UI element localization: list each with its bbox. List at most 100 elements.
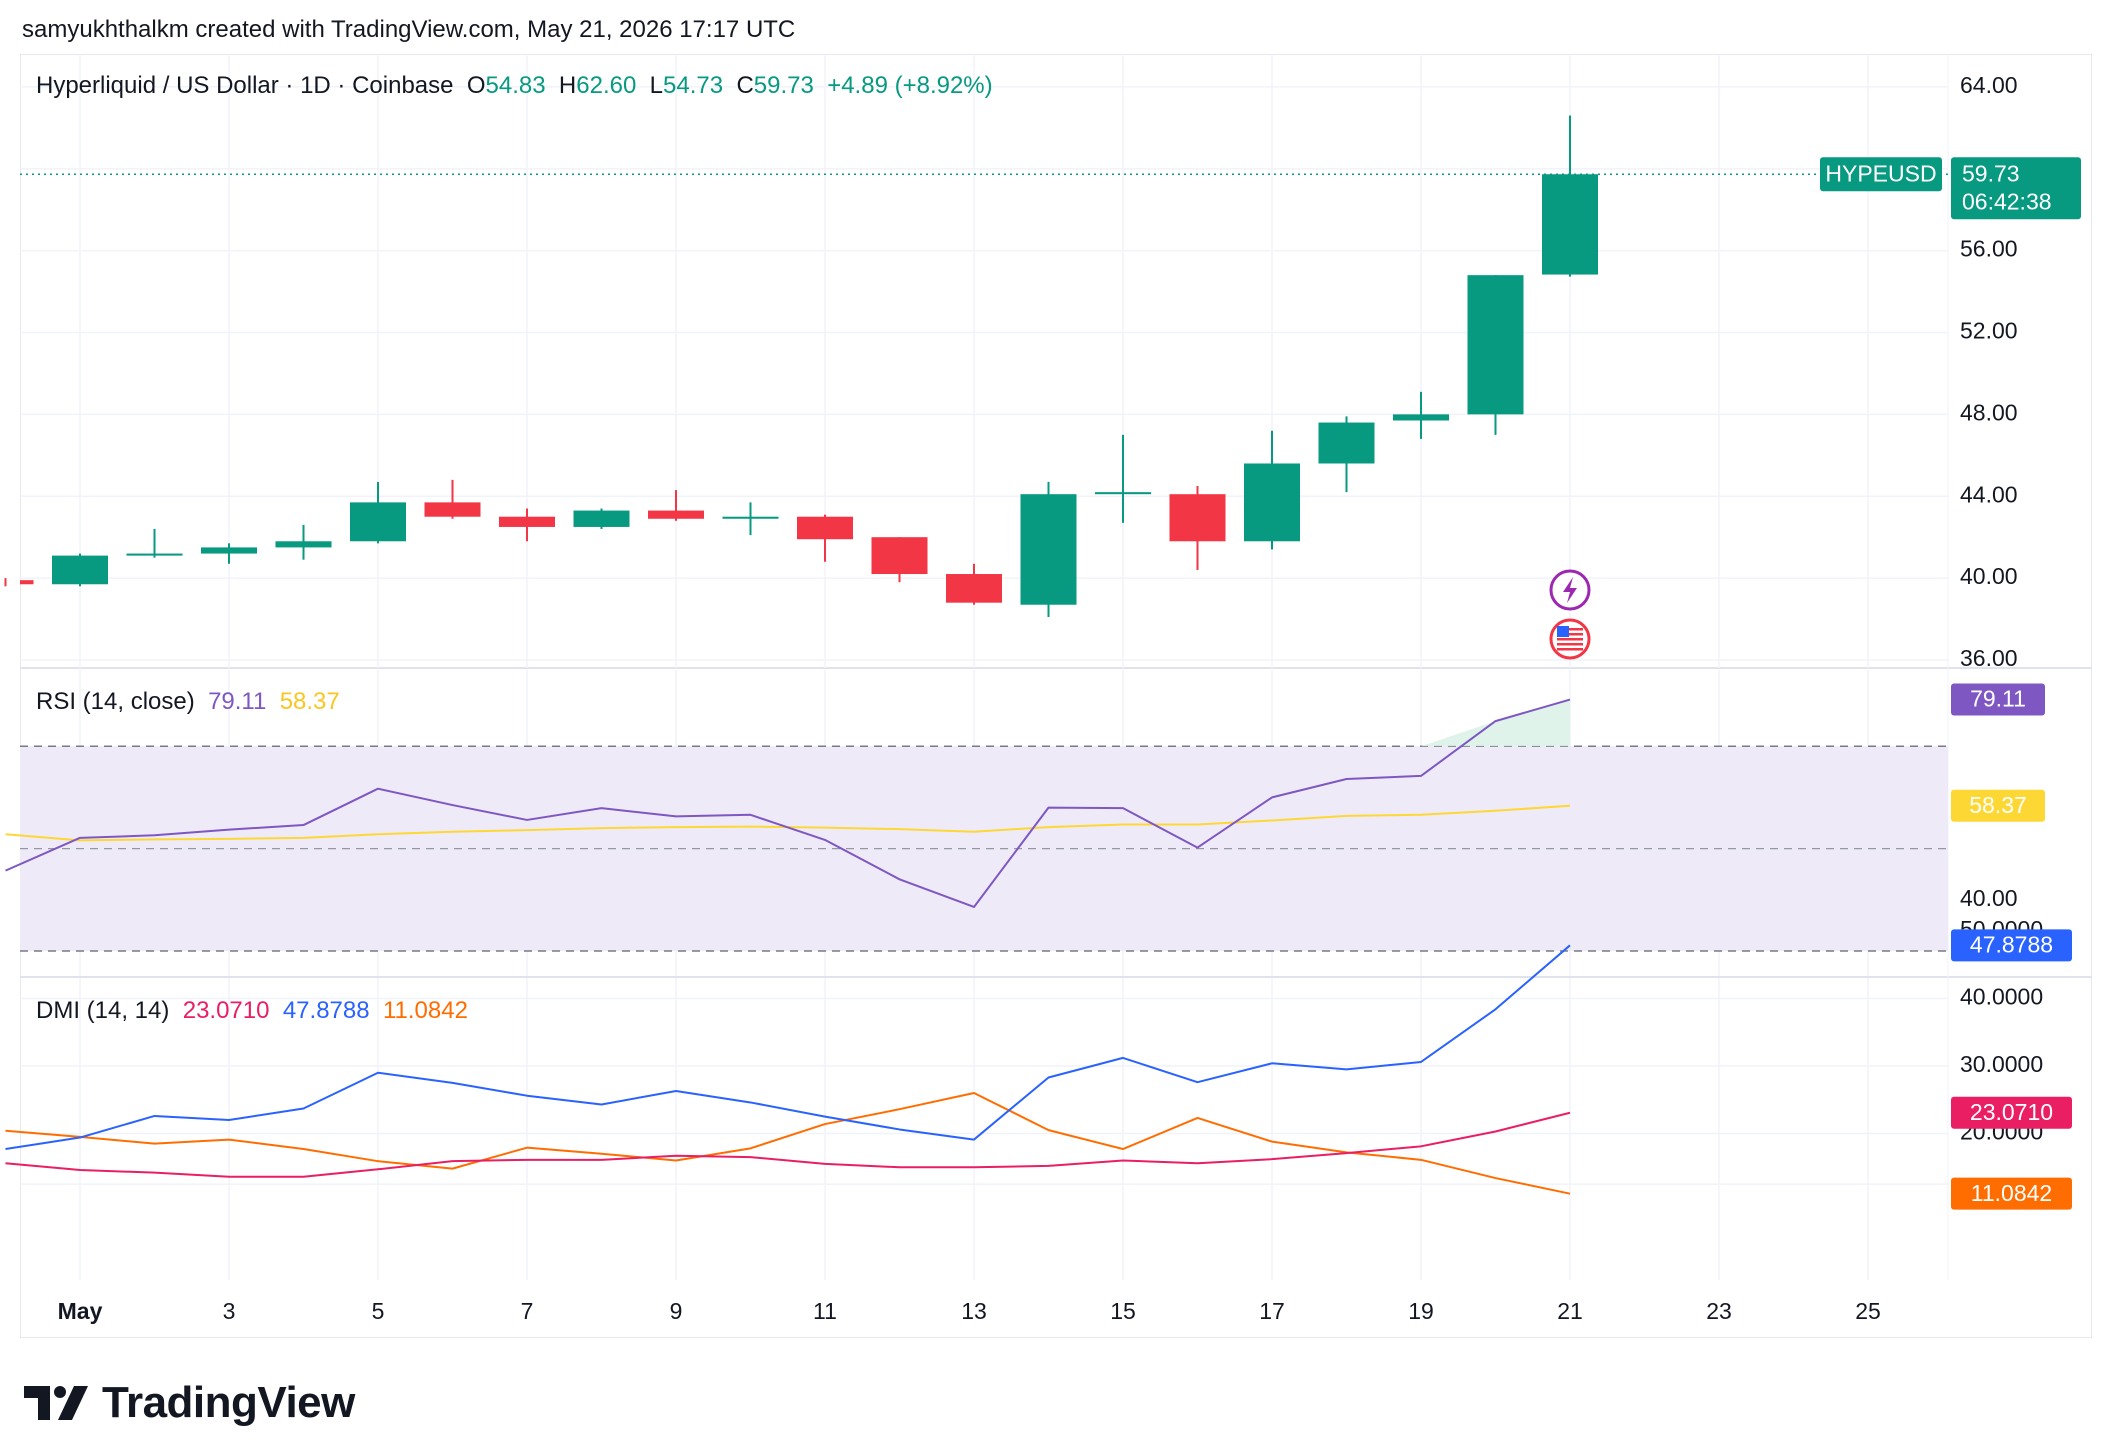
candle-body	[1169, 494, 1226, 542]
lightning-event-icon	[1549, 569, 1591, 611]
rsi-axis-label: 40.00	[1960, 885, 2018, 911]
plus-di-value: 47.8788	[282, 997, 370, 1024]
candle	[722, 502, 779, 536]
rsi-value-tag: 79.11	[1951, 683, 2045, 716]
candle-body	[20, 580, 34, 585]
dmi-legend[interactable]: DMI (14, 14) 23.0710 47.8788 11.0842	[36, 997, 468, 1025]
x-axis-label: 19	[1408, 1298, 1434, 1324]
candle-body	[126, 553, 183, 556]
symbol-description[interactable]: Hyperliquid / US Dollar · 1D · Coinbase	[36, 72, 454, 99]
candle	[1244, 430, 1300, 550]
symbol-tag-text: HYPEUSD	[1825, 160, 1936, 186]
snapshot-header: samyukhthalkm created with TradingView.c…	[22, 16, 796, 43]
price-tag-countdown: 06:42:38	[1962, 188, 2052, 214]
price-axis-label: 56.00	[1960, 236, 2018, 262]
close-label: C	[736, 72, 754, 99]
candle	[499, 508, 555, 542]
x-axis-label: 3	[223, 1298, 236, 1324]
series-layer	[4, 115, 1948, 1195]
rsi-line	[5, 698, 1571, 908]
candle-body	[1318, 422, 1375, 464]
dmi-axis-label: 30.0000	[1960, 1051, 2043, 1077]
candle	[201, 543, 257, 564]
flag-stripe	[1557, 638, 1583, 641]
candle	[4, 578, 34, 587]
candle-body	[52, 555, 108, 585]
lightning-icon-bolt	[1563, 577, 1577, 603]
candle-body	[275, 541, 332, 548]
high-label: H	[558, 72, 577, 99]
rsi-ma-value-tag: 58.37	[1951, 789, 2045, 822]
price-axis-label: 40.00	[1960, 563, 2018, 589]
rsi-title[interactable]: RSI (14, close)	[36, 688, 195, 715]
candle	[275, 524, 332, 560]
candle	[648, 490, 704, 521]
dmi-minus-line	[5, 1092, 1571, 1195]
candle	[1393, 391, 1449, 439]
rsi-ma-value-tag-text: 58.37	[1969, 792, 2027, 818]
tradingview-logo[interactable]: TradingView	[24, 1378, 355, 1428]
minus-di-value-tag-bg	[1951, 1177, 2072, 1210]
candle	[1467, 275, 1524, 435]
candle-body	[1393, 414, 1449, 421]
x-axis-label: 23	[1706, 1298, 1732, 1324]
plus-di-value-tag-text: 47.8788	[1970, 931, 2053, 957]
x-axis-label: 11	[813, 1298, 837, 1324]
price-axis-label: 48.00	[1960, 399, 2018, 425]
adx-value-tag-text: 23.0710	[1970, 1099, 2053, 1125]
rsi-ma-value: 58.37	[279, 688, 340, 715]
adx-value-tag-bg	[1951, 1096, 2072, 1129]
dmi-adx-line	[5, 1111, 1571, 1178]
price-tag-bg	[1951, 157, 2081, 220]
candle	[1542, 115, 1598, 277]
x-axis-label: 15	[1110, 1298, 1136, 1324]
price-legend[interactable]: Hyperliquid / US Dollar · 1D · Coinbase …	[36, 72, 993, 100]
x-axis-label: 21	[1557, 1298, 1583, 1324]
candle	[1169, 486, 1226, 570]
candle-body	[424, 502, 481, 517]
candle-body	[1244, 463, 1300, 542]
high-value: 62.60	[576, 72, 637, 99]
plus-di-value-tag-bg	[1951, 929, 2072, 962]
minus-di-value-tag: 11.0842	[1951, 1177, 2072, 1210]
axis-layer: 64.00 56.00 52.00 48.00 44.00 40.00 36.00 40.00…	[58, 72, 2044, 1324]
price-axis-label: 64.00	[1960, 72, 2018, 98]
flag-stripe	[1557, 633, 1583, 636]
flag-stripe	[1557, 628, 1583, 631]
chart-frame	[20, 54, 2092, 1338]
x-axis-label: 9	[670, 1298, 683, 1324]
candle-body	[797, 516, 853, 540]
candle-body	[1020, 494, 1077, 605]
x-axis-label: 25	[1855, 1298, 1881, 1324]
candle-body	[871, 537, 928, 575]
candle	[424, 479, 481, 519]
price-tag-value: 59.73	[1962, 160, 2020, 186]
candle-body	[201, 547, 257, 554]
open-label: O	[466, 72, 486, 99]
candle	[52, 553, 108, 587]
dmi-plus-line	[5, 944, 1571, 1151]
dmi-axis-label: 40.0000	[1960, 984, 2043, 1010]
rsi-value-tag-text: 79.11	[1970, 686, 2026, 712]
open-value: 54.83	[485, 72, 546, 99]
candle-body	[573, 510, 630, 527]
candle-body	[1542, 174, 1598, 275]
minus-di-value: 11.0842	[382, 997, 468, 1024]
candle-body	[1095, 492, 1151, 495]
candle	[871, 537, 928, 583]
dmi-title[interactable]: DMI (14, 14)	[36, 997, 170, 1024]
candle-body	[499, 516, 555, 527]
low-value: 54.73	[663, 72, 724, 99]
tradingview-logo-text: TradingView	[102, 1378, 355, 1427]
candle	[126, 528, 183, 558]
rsi-legend[interactable]: RSI (14, close) 79.11 58.37	[36, 688, 340, 716]
candle	[1318, 416, 1375, 493]
price-axis-label: 52.00	[1960, 318, 2018, 344]
candle-body	[722, 516, 779, 519]
candle	[573, 508, 630, 529]
adx-value-tag: 23.0710	[1951, 1096, 2072, 1129]
x-axis-label: 7	[521, 1298, 534, 1324]
